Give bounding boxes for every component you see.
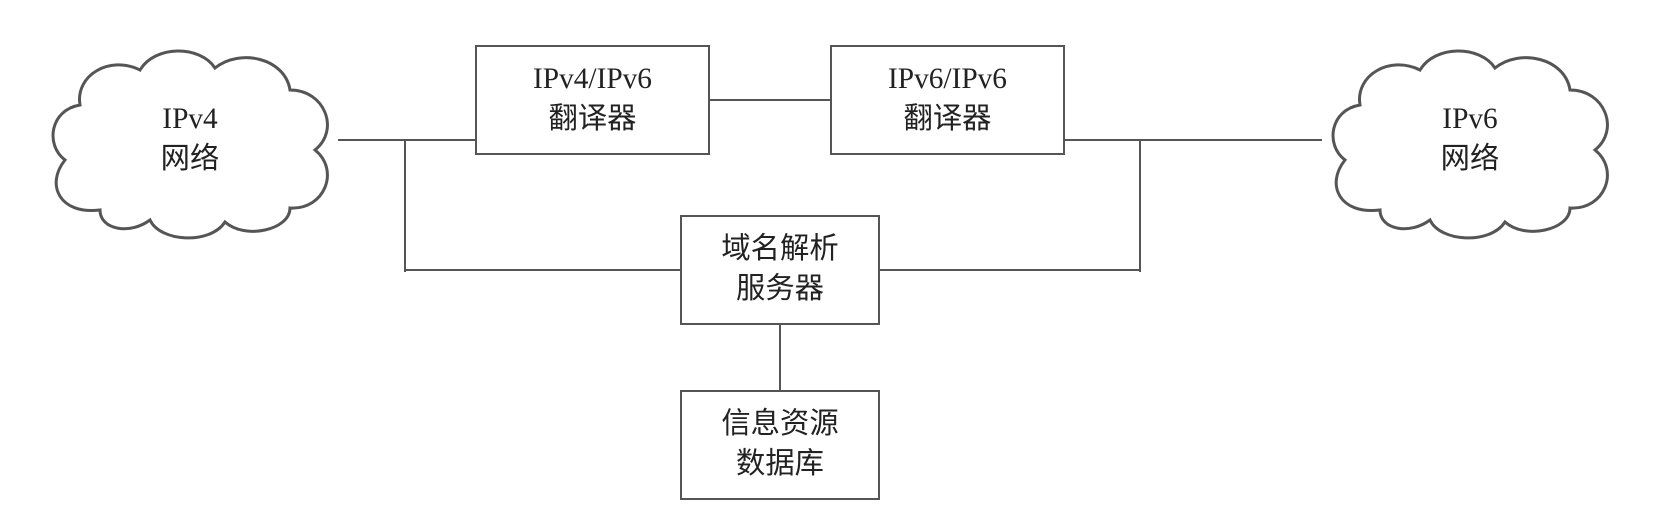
label-line: IPv6/IPv6	[888, 60, 1007, 100]
label-line: 服务器	[736, 270, 824, 310]
label-line: 网络	[1441, 140, 1500, 180]
cloud-cloud_left: IPv4网络	[40, 30, 340, 250]
label-line: IPv6	[1441, 100, 1500, 140]
label-line: IPv4	[161, 100, 220, 140]
connector-segment	[710, 99, 830, 101]
connector-segment	[1065, 139, 1322, 141]
label-line: 信息资源	[721, 405, 838, 445]
label-line: 翻译器	[549, 100, 637, 140]
label-line: IPv4/IPv6	[533, 60, 652, 100]
cloud-label: IPv4网络	[161, 100, 220, 179]
box-box_trans_left: IPv4/IPv6翻译器	[475, 45, 710, 155]
label-line: 网络	[161, 140, 220, 180]
diagram-canvas: IPv4网络IPv6网络IPv4/IPv6翻译器IPv6/IPv6翻译器域名解析…	[0, 0, 1663, 531]
cloud-cloud_right: IPv6网络	[1320, 30, 1620, 250]
box-box_db: 信息资源数据库	[680, 390, 880, 500]
connector-segment	[779, 325, 781, 392]
label-line: 翻译器	[904, 100, 992, 140]
label-line: 域名解析	[721, 230, 838, 270]
box-box_trans_right: IPv6/IPv6翻译器	[830, 45, 1065, 155]
box-box_dns: 域名解析服务器	[680, 215, 880, 325]
connector-segment	[404, 140, 406, 272]
connector-segment	[1139, 140, 1141, 272]
cloud-label: IPv6网络	[1441, 100, 1500, 179]
connector-segment	[880, 269, 1140, 271]
label-line: 数据库	[736, 445, 824, 485]
connector-segment	[405, 269, 680, 271]
connector-segment	[338, 139, 475, 141]
